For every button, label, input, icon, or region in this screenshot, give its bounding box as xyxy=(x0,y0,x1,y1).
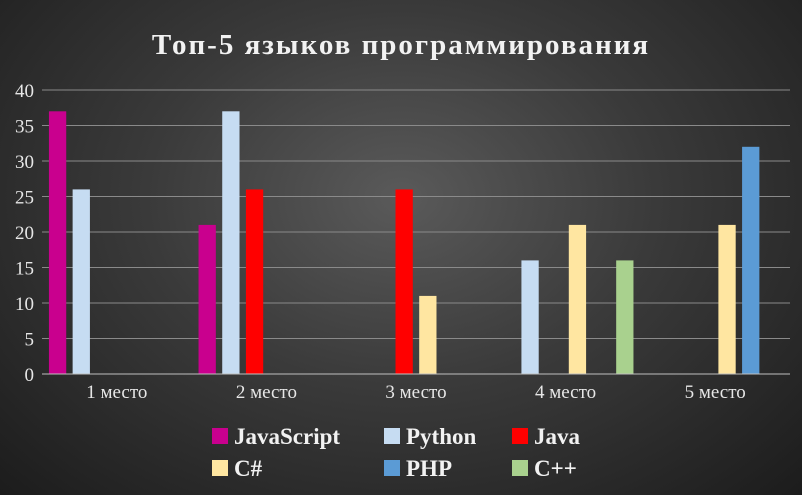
bar-c-4 xyxy=(568,224,587,374)
bar-c-5 xyxy=(718,224,736,374)
y-tick-label: 5 xyxy=(25,330,35,351)
bar-php-5 xyxy=(742,146,760,374)
legend-item: Java xyxy=(512,424,581,449)
legend-label: PHP xyxy=(406,456,452,481)
legend-item: JavaScript xyxy=(212,424,340,449)
bar-javascript-2 xyxy=(198,224,216,374)
bar-c-3 xyxy=(419,295,437,374)
bar-c-4 xyxy=(616,260,634,374)
x-tick-label: 2 место xyxy=(236,382,297,403)
legend-swatch xyxy=(212,460,228,476)
bar-java-3 xyxy=(395,189,413,374)
bars xyxy=(48,111,760,375)
chart-title: Топ-5 языков программирования xyxy=(152,29,650,61)
legend-swatch xyxy=(384,428,400,444)
legend-swatch xyxy=(512,460,528,476)
legend-label: C++ xyxy=(534,456,577,481)
legend-label: Java xyxy=(534,424,581,449)
gridlines xyxy=(42,89,790,339)
legend-item: Python xyxy=(384,424,477,449)
legend-item: C++ xyxy=(512,456,577,481)
y-tick-label: 0 xyxy=(25,365,35,386)
y-tick-label: 35 xyxy=(15,117,34,138)
bar-python-1 xyxy=(72,189,90,374)
y-tick-label: 25 xyxy=(15,188,34,209)
legend-item: PHP xyxy=(384,456,452,481)
y-tick-label: 10 xyxy=(15,294,34,315)
legend-swatch xyxy=(384,460,400,476)
legend: JavaScript Python Java C# PHP C++ xyxy=(212,424,581,481)
bar-python-4 xyxy=(521,260,539,374)
x-axis-ticks: 1 место 2 место 3 место 4 место 5 место xyxy=(86,382,746,403)
legend-label: JavaScript xyxy=(234,424,340,449)
y-tick-label: 30 xyxy=(15,152,34,173)
y-axis-ticks: 0 5 10 15 20 25 30 35 40 xyxy=(15,81,34,386)
y-tick-label: 20 xyxy=(15,223,34,244)
legend-label: C# xyxy=(234,456,263,481)
legend-label: Python xyxy=(406,424,477,449)
x-tick-label: 4 место xyxy=(535,382,596,403)
legend-item: C# xyxy=(212,456,263,481)
bar-java-2 xyxy=(245,189,264,374)
x-tick-label: 1 место xyxy=(86,382,147,403)
legend-swatch xyxy=(512,428,528,444)
y-tick-label: 40 xyxy=(15,81,34,102)
legend-swatch xyxy=(212,428,228,444)
x-tick-label: 3 место xyxy=(385,382,446,403)
bar-javascript-1 xyxy=(48,111,67,375)
bar-python-2 xyxy=(222,111,240,375)
y-tick-label: 15 xyxy=(15,259,34,280)
x-tick-label: 5 место xyxy=(685,382,746,403)
